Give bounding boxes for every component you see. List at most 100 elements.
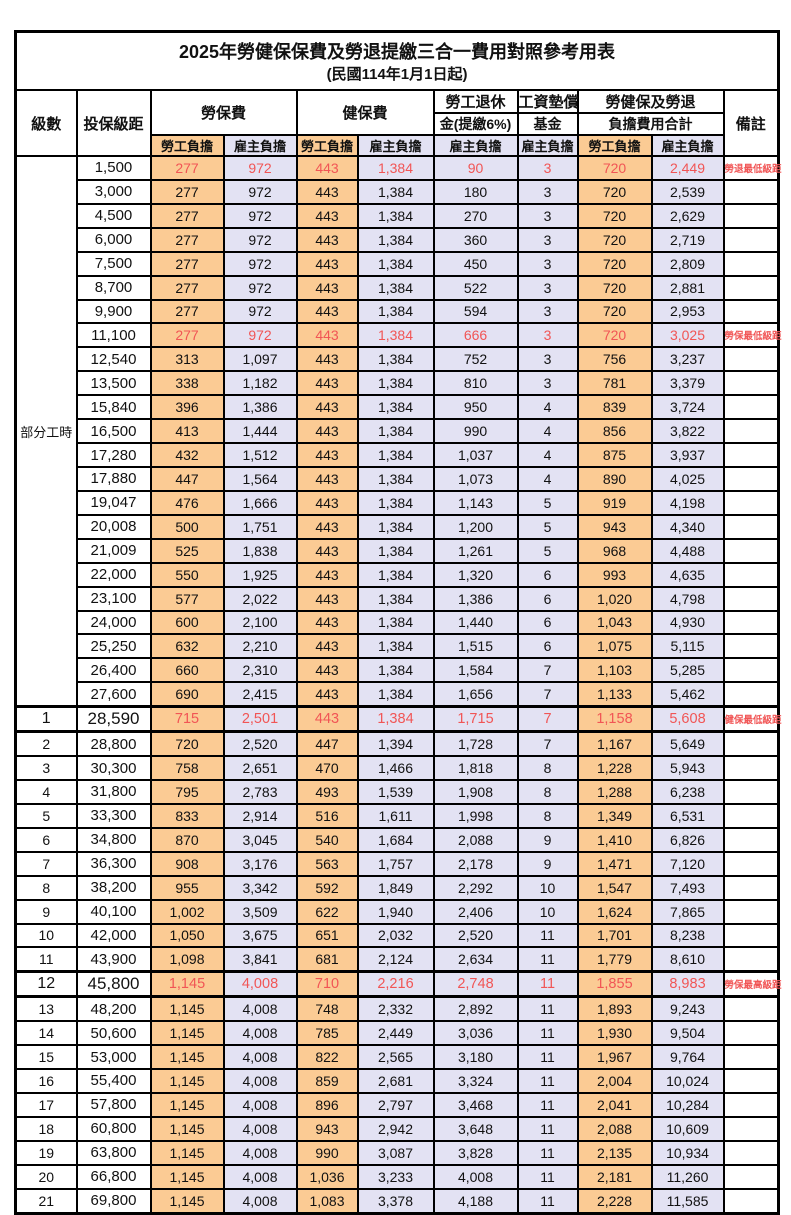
- cell-health-employer: 2,332: [356, 995, 435, 1023]
- cell-level: 12: [14, 970, 78, 999]
- cell-labor-employer: 2,914: [222, 802, 298, 829]
- cell-total-employer: 10,609: [650, 1115, 725, 1142]
- table-row: 19 63,800 1,145 4,008 990 3,087 3,828 11 2,135 10…: [14, 1139, 780, 1166]
- cell-health-employer: 2,449: [356, 1020, 435, 1047]
- cell-bracket: 7,500: [75, 250, 152, 277]
- cell-labor-employer: 2,100: [222, 609, 298, 636]
- cell-total-employer: 7,493: [650, 874, 725, 901]
- col-header-total-line2: 負擔費用合計: [576, 112, 725, 136]
- cell-bracket: 36,300: [75, 850, 152, 877]
- cell-pension-employer: 3,324: [432, 1068, 519, 1094]
- cell-health-employee: 443: [295, 418, 359, 445]
- cell-bracket: 42,000: [75, 922, 152, 949]
- cell-total-employer: 4,340: [650, 513, 725, 540]
- col-header-pension-line1: 勞工退休: [432, 89, 519, 114]
- cell-total-employer: 5,943: [650, 755, 725, 781]
- cell-labor-employee: 476: [149, 489, 225, 516]
- cell-total-employee: 1,043: [576, 609, 653, 636]
- cell-health-employee: 443: [295, 705, 359, 734]
- cell-wage-fund: 9: [516, 826, 579, 853]
- cell-remark: [722, 418, 780, 445]
- table-row: 15,840 396 1,386 443 1,384 950 4 839 3,724: [16, 394, 780, 421]
- col-header-remark: 備註: [722, 89, 780, 157]
- cell-total-employer: 5,115: [650, 633, 725, 660]
- cell-bracket: 23,100: [75, 585, 152, 612]
- cell-wage-fund: 11: [516, 922, 579, 949]
- cell-remark: [722, 442, 780, 468]
- cell-health-employee: 443: [295, 585, 359, 612]
- table-row: 15 53,000 1,145 4,008 822 2,565 3,180 11 1,967 9,…: [14, 1044, 780, 1071]
- cell-health-employer: 1,384: [356, 537, 435, 564]
- cell-wage-fund: 8: [516, 755, 579, 781]
- cell-bracket: 22,000: [75, 561, 152, 588]
- table-row: 8,700 277 972 443 1,384 522 3 720 2,881: [16, 274, 780, 301]
- cell-wage-fund: 5: [516, 489, 579, 516]
- cell-total-employee: 720: [576, 226, 653, 253]
- subheader-pension-employer: 雇主負擔: [432, 134, 519, 157]
- cell-total-employer: 5,608: [650, 705, 725, 734]
- cell-wage-fund: 11: [516, 1044, 579, 1071]
- cell-remark: [722, 394, 780, 421]
- cell-level: 21: [14, 1187, 78, 1215]
- cell-bracket: 45,800: [75, 970, 152, 999]
- cell-total-employee: 2,041: [576, 1091, 653, 1118]
- cell-labor-employee: 870: [149, 826, 225, 853]
- cell-pension-employer: 2,634: [432, 946, 519, 973]
- cell-level: 8: [14, 874, 78, 901]
- cell-remark: [722, 561, 780, 588]
- cell-total-employer: 8,610: [650, 946, 725, 973]
- table-row: 4 31,800 795 2,783 493 1,539 1,908 8 1,288 6,238: [14, 778, 780, 805]
- cell-labor-employer: 972: [222, 274, 298, 301]
- cell-pension-employer: 522: [432, 274, 519, 301]
- cell-total-employer: 6,238: [650, 778, 725, 805]
- cell-level: 14: [14, 1020, 78, 1047]
- cell-remark: [722, 1044, 780, 1071]
- cell-labor-employer: 3,342: [222, 874, 298, 901]
- cell-labor-employee: 720: [149, 730, 225, 758]
- table-row: 20 66,800 1,145 4,008 1,036 3,233 4,008 11 2,181…: [14, 1163, 780, 1190]
- cell-total-employee: 875: [576, 442, 653, 468]
- cell-level: 1: [14, 705, 78, 734]
- cell-bracket: 17,280: [75, 442, 152, 468]
- cell-labor-employee: 277: [149, 178, 225, 205]
- cell-level: 16: [14, 1068, 78, 1094]
- cell-bracket: 26,400: [75, 657, 152, 684]
- cell-total-employee: 1,893: [576, 995, 653, 1023]
- table-row: 5 33,300 833 2,914 516 1,611 1,998 8 1,349 6,531: [14, 802, 780, 829]
- cell-pension-employer: 1,908: [432, 778, 519, 805]
- cell-level: 2: [14, 730, 78, 758]
- cell-total-employee: 1,075: [576, 633, 653, 660]
- cell-wage-fund: 6: [516, 585, 579, 612]
- cell-bracket: 28,590: [75, 705, 152, 734]
- table-row: 27,600 690 2,415 443 1,384 1,656 7 1,133 5,462: [16, 681, 780, 708]
- cell-total-employer: 5,285: [650, 657, 725, 684]
- table-row: 17,280 432 1,512 443 1,384 1,037 4 875 3,937: [16, 442, 780, 468]
- cell-labor-employee: 277: [149, 155, 225, 181]
- cell-total-employee: 2,181: [576, 1163, 653, 1190]
- cell-health-employee: 1,083: [295, 1187, 359, 1215]
- cell-health-employer: 1,384: [356, 370, 435, 397]
- cell-health-employee: 443: [295, 394, 359, 421]
- cell-health-employee: 822: [295, 1044, 359, 1071]
- cell-health-employer: 2,797: [356, 1091, 435, 1118]
- cell-health-employer: 1,384: [356, 155, 435, 181]
- cell-labor-employer: 4,008: [222, 1020, 298, 1047]
- cell-total-employer: 9,504: [650, 1020, 725, 1047]
- cell-labor-employee: 632: [149, 633, 225, 660]
- cell-health-employer: 1,384: [356, 633, 435, 660]
- table-row: 21,009 525 1,838 443 1,384 1,261 5 968 4,488: [16, 537, 780, 564]
- cell-health-employee: 443: [295, 561, 359, 588]
- cell-remark: [722, 946, 780, 973]
- table-row: 17,880 447 1,564 443 1,384 1,073 4 890 4,025: [16, 465, 780, 492]
- cell-health-employee: 443: [295, 322, 359, 349]
- cell-health-employee: 651: [295, 922, 359, 949]
- cell-pension-employer: 3,648: [432, 1115, 519, 1142]
- cell-remark: [722, 922, 780, 949]
- cell-remark: [722, 202, 780, 229]
- cell-labor-employer: 972: [222, 250, 298, 277]
- cell-labor-employer: 1,097: [222, 346, 298, 373]
- table-row: 14 50,600 1,145 4,008 785 2,449 3,036 11 1,930 9,…: [14, 1020, 780, 1047]
- cell-pension-employer: 1,818: [432, 755, 519, 781]
- cell-total-employee: 890: [576, 465, 653, 492]
- cell-level: 7: [14, 850, 78, 877]
